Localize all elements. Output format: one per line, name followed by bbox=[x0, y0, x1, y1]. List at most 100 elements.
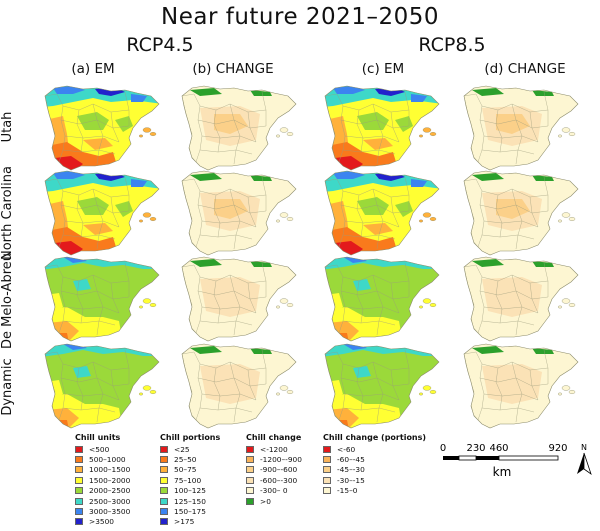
island bbox=[142, 127, 152, 133]
island bbox=[138, 305, 143, 309]
legend-label: -30–-15 bbox=[337, 475, 365, 485]
scale-bar: 0 230 460 920 km bbox=[440, 443, 568, 479]
legend-swatch bbox=[323, 456, 331, 464]
legend-label: >0 bbox=[260, 496, 271, 506]
legend-item: 125–150 bbox=[160, 496, 220, 506]
island bbox=[429, 217, 437, 222]
legend-label: 125–150 bbox=[174, 496, 206, 506]
figure-title: Near future 2021–2050 bbox=[161, 4, 439, 30]
island bbox=[279, 212, 289, 218]
legend-item: -15–0 bbox=[323, 486, 426, 496]
legend-item: -30–-15 bbox=[323, 475, 426, 485]
legend-title: Chill change (portions) bbox=[323, 433, 427, 442]
island bbox=[286, 303, 294, 308]
island bbox=[418, 134, 423, 138]
island bbox=[568, 132, 576, 137]
ensemble-mean-map bbox=[324, 85, 440, 171]
legend-label: 150–175 bbox=[174, 507, 206, 517]
island bbox=[149, 132, 157, 137]
map-panel bbox=[452, 80, 587, 172]
island bbox=[561, 212, 571, 218]
island bbox=[561, 298, 571, 304]
ensemble-mean-map bbox=[44, 170, 160, 256]
ensemble-mean-map bbox=[324, 170, 440, 256]
legend-swatch bbox=[75, 497, 83, 505]
legend-item: 25–50 bbox=[160, 454, 220, 464]
island bbox=[422, 127, 432, 133]
scale-segment bbox=[498, 455, 559, 461]
change-map bbox=[181, 170, 297, 256]
scenario-rcp45: RCP4.5 bbox=[126, 34, 194, 56]
legend-swatch bbox=[160, 508, 168, 516]
legend-swatch bbox=[75, 518, 83, 526]
change-map bbox=[181, 256, 297, 342]
map-panel bbox=[33, 338, 168, 430]
island bbox=[149, 303, 157, 308]
legend-label: -600–-300 bbox=[260, 475, 298, 485]
legend-label: <25 bbox=[174, 444, 190, 454]
legend-label: 2500–3000 bbox=[89, 496, 131, 506]
legend-label: 75–100 bbox=[174, 475, 202, 485]
map-panel bbox=[313, 80, 448, 172]
legend-item: -600–-300 bbox=[246, 475, 302, 485]
map-panel bbox=[170, 80, 305, 172]
map-panel bbox=[170, 165, 305, 257]
legend-item: -900–-600 bbox=[246, 465, 302, 475]
legend-chill-change: Chill change <-1200 -1200–-900 -900–-600 -6… bbox=[246, 433, 302, 506]
island bbox=[279, 385, 289, 391]
column-header-d: (d) CHANGE bbox=[484, 61, 566, 77]
legend-item: -45–-30 bbox=[323, 465, 426, 475]
map-panel bbox=[313, 165, 448, 257]
legend-label: <-1200 bbox=[260, 444, 288, 454]
island bbox=[418, 305, 423, 309]
legend-swatch bbox=[246, 445, 254, 453]
island bbox=[429, 390, 437, 395]
island bbox=[418, 392, 423, 396]
island bbox=[418, 219, 423, 223]
legend-item: 150–175 bbox=[160, 506, 220, 516]
island bbox=[275, 219, 280, 223]
legend-swatch bbox=[246, 466, 254, 474]
legend-item: 1000–1500 bbox=[75, 465, 130, 475]
ensemble-mean-map bbox=[44, 256, 160, 342]
legend-chill-portions: Chill portions <25 25–50 50–75 75–100 100–12… bbox=[160, 433, 220, 527]
ensemble-mean-map bbox=[44, 85, 160, 171]
legend-label: -15–0 bbox=[337, 486, 358, 496]
legend-swatch bbox=[246, 456, 254, 464]
change-map bbox=[463, 256, 579, 342]
legend-title: Chill portions bbox=[160, 433, 221, 442]
ensemble-mean-map bbox=[324, 256, 440, 342]
island bbox=[286, 390, 294, 395]
change-map bbox=[181, 343, 297, 429]
map-panel bbox=[170, 251, 305, 343]
scale-segment bbox=[476, 456, 499, 460]
legend-label: 3000–3500 bbox=[89, 507, 131, 517]
legend-title: Chill units bbox=[75, 433, 121, 442]
legend-label: 25–50 bbox=[174, 455, 197, 465]
island bbox=[568, 217, 576, 222]
legend-swatch bbox=[246, 476, 254, 484]
legend-swatch bbox=[160, 466, 168, 474]
scenario-rcp85: RCP8.5 bbox=[418, 34, 486, 56]
scale-tick-920: 920 bbox=[548, 443, 567, 454]
legend-item: 3000–3500 bbox=[75, 506, 130, 516]
island bbox=[149, 217, 157, 222]
legend-item: 500–1000 bbox=[75, 454, 130, 464]
legend-label: 100–125 bbox=[174, 486, 206, 496]
legend-item: >3500 bbox=[75, 517, 130, 527]
north-arrow-icon: N bbox=[577, 443, 592, 476]
legend-item: <25 bbox=[160, 444, 220, 454]
island bbox=[142, 385, 152, 391]
legend-item: <500 bbox=[75, 444, 130, 454]
legend-swatch bbox=[246, 497, 254, 505]
island bbox=[557, 305, 562, 309]
island bbox=[422, 212, 432, 218]
legend-swatch bbox=[323, 476, 331, 484]
legend-item: 2000–2500 bbox=[75, 486, 130, 496]
map-panel bbox=[313, 251, 448, 343]
legend-item: 75–100 bbox=[160, 475, 220, 485]
island bbox=[561, 127, 571, 133]
change-map bbox=[181, 85, 297, 171]
island bbox=[422, 298, 432, 304]
legend-swatch bbox=[246, 487, 254, 495]
